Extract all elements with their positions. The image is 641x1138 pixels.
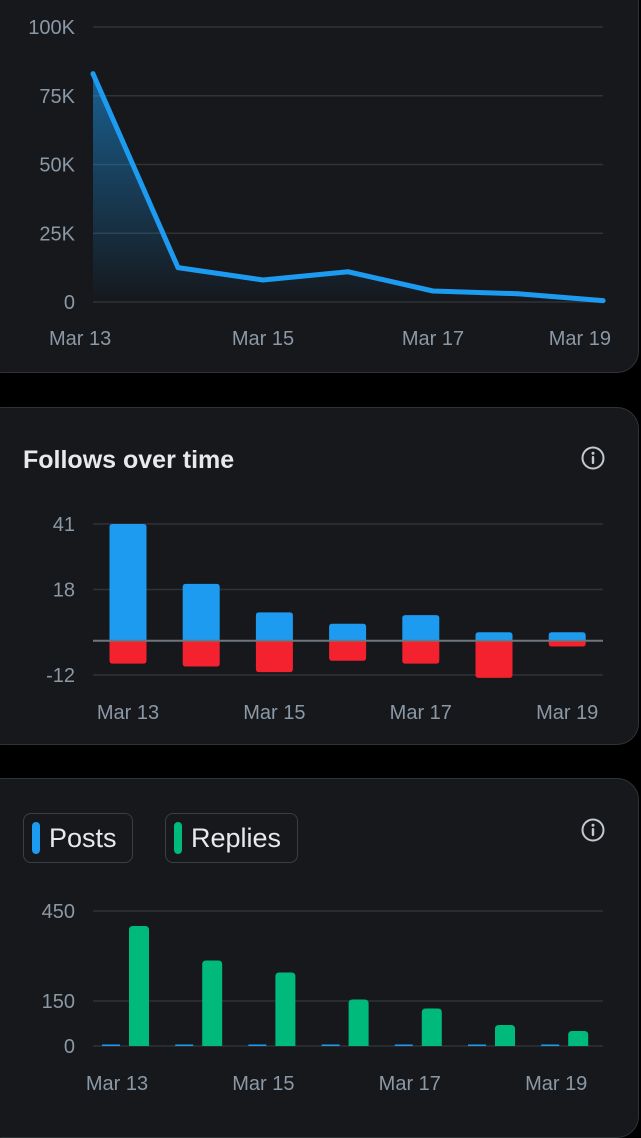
replies-bar — [495, 1025, 515, 1046]
unfollows-bar — [109, 640, 147, 664]
replies-swatch-icon — [174, 822, 182, 854]
posts-bar — [248, 1044, 267, 1046]
follows-bar — [475, 632, 513, 641]
x-tick-label: Mar 15 — [243, 702, 305, 724]
x-tick-label: Mar 17 — [402, 328, 464, 350]
x-tick-label: Mar 19 — [536, 702, 598, 724]
x-tick-label: Mar 17 — [379, 1073, 441, 1095]
y-tick-label: 25K — [39, 223, 75, 245]
x-tick-label: Mar 17 — [390, 702, 452, 724]
follows-bar — [182, 583, 220, 641]
y-tick-label: 0 — [64, 1036, 75, 1058]
x-tick-label: Mar 13 — [86, 1073, 148, 1095]
data-point — [345, 269, 351, 275]
data-point — [260, 277, 266, 283]
x-tick-label: Mar 13 — [97, 702, 159, 724]
area-fill — [93, 73, 603, 302]
legend-posts-label: Posts — [49, 822, 117, 853]
posts-replies-chart: 0 150 450 Mar 13 Mar 15 Mar 17 Mar 19 — [42, 901, 603, 1095]
posts-bar — [175, 1044, 194, 1046]
y-tick-label: 50K — [39, 155, 75, 177]
x-tick-label: Mar 13 — [49, 328, 111, 350]
follows-title: Follows over time — [23, 446, 235, 474]
y-tick-label: 41 — [53, 514, 75, 536]
data-point — [90, 71, 96, 77]
legend-posts-toggle[interactable]: Posts — [23, 813, 133, 863]
follows-bar — [255, 612, 293, 641]
follows-bar — [109, 524, 147, 641]
posts-bar — [394, 1044, 413, 1046]
unfollows-bar — [255, 640, 293, 673]
impressions-chart: 0 25K 50K 75K 100K Mar 13 Mar 15 Mar 17 Mar 19 — [28, 17, 611, 350]
posts-bar — [541, 1044, 560, 1046]
unfollows-bar — [548, 640, 586, 647]
follows-bar — [329, 623, 367, 641]
x-tick-label: Mar 19 — [549, 328, 611, 350]
unfollows-bar — [402, 640, 440, 664]
unfollows-bar — [329, 640, 367, 661]
y-tick-label: 450 — [42, 901, 75, 923]
y-tick-label: 150 — [42, 991, 75, 1013]
x-tick-label: Mar 19 — [525, 1073, 587, 1095]
replies-bar — [421, 1008, 442, 1046]
legend-replies-toggle[interactable]: Replies — [165, 813, 298, 863]
info-icon[interactable] — [580, 445, 606, 471]
unfollows-bar — [182, 640, 220, 667]
follows-bar — [402, 615, 440, 641]
data-point — [600, 298, 606, 304]
y-tick-label: 100K — [28, 17, 75, 39]
replies-bar — [275, 972, 296, 1046]
follows-chart: -12 18 41 Mar 13 Mar 15 Mar 17 Mar 19 — [46, 514, 603, 724]
posts-bar — [468, 1044, 486, 1046]
x-tick-label: Mar 15 — [232, 1073, 294, 1095]
y-tick-label: 75K — [39, 86, 75, 108]
follows-bar — [548, 632, 586, 641]
data-point — [515, 291, 521, 297]
y-tick-label: 0 — [64, 292, 75, 314]
x-tick-label: Mar 15 — [232, 328, 294, 350]
data-point — [175, 265, 181, 271]
follows-card: Follows over time -12 18 41 Mar 13 Mar 15 Mar… — [0, 407, 639, 745]
y-tick-label: -12 — [46, 665, 75, 687]
legend-replies-label: Replies — [191, 822, 282, 853]
replies-bar — [348, 999, 369, 1046]
y-tick-label: 18 — [53, 580, 75, 602]
data-point — [430, 288, 436, 294]
replies-bar — [568, 1031, 589, 1046]
posts-swatch-icon — [32, 822, 40, 854]
posts-bar — [102, 1044, 120, 1046]
unfollows-bar — [475, 640, 513, 678]
replies-bar — [129, 926, 149, 1046]
impressions-card: 0 25K 50K 75K 100K Mar 13 Mar 15 Mar 17 Mar 19 — [0, 0, 639, 373]
info-icon[interactable] — [580, 817, 606, 843]
posts-bar — [321, 1044, 340, 1046]
posts-replies-card: Posts Replies 0 150 450 Mar 13 Mar 15 Mar 17 M… — [0, 778, 639, 1138]
replies-bar — [202, 960, 223, 1046]
